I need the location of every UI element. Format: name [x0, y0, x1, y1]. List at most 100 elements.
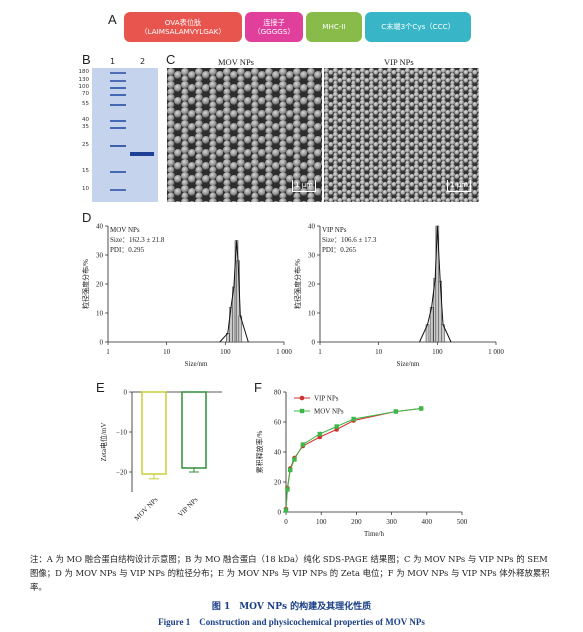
size-annotation: MOV NPs [110, 226, 140, 234]
segment-sublabel: （GGGGS） [253, 27, 295, 36]
panel-label-d: D [82, 210, 92, 225]
x-tick-label: 500 [457, 518, 468, 526]
data-point [300, 442, 306, 447]
construct-segment-ova: OVA表位肽 （LAIMSALAMVYLGAK） [124, 12, 242, 42]
y-tick-label: −20 [116, 469, 127, 477]
data-point [285, 487, 290, 492]
y-axis-label: Zeta电位/mV [99, 423, 108, 462]
x-tick-label: 10 [163, 348, 171, 356]
x-tick-label: 1 [318, 348, 322, 356]
data-point [351, 416, 356, 422]
y-tick-label: 10 [308, 310, 316, 318]
fit-curve [419, 225, 452, 343]
figure-caption-en: Figure 1 Construction and physicochemica… [158, 617, 425, 627]
legend-label: VIP NPs [314, 395, 339, 403]
x-tick-label: 1 000 [488, 348, 504, 356]
release-curve-chart: 0 20 40 60 80 0 100 200 300 400 500 Time/h 累积释放率/% VI… [255, 389, 468, 539]
sds-page-gel [92, 68, 158, 202]
y-tick-label: 20 [308, 281, 316, 289]
data-point [317, 431, 322, 437]
size-annotation: VIP NPs [322, 226, 347, 234]
sem-title-vip: VIP NPs [384, 57, 414, 67]
size-distribution-chart-vip: 0 10 20 30 40 1 10 100 1 000 Size/nm 粒径强度分布/% VIP N… [293, 223, 504, 369]
mw-marker: 100 [78, 84, 90, 90]
y-tick-label: 30 [308, 252, 316, 260]
sem-image-mov: 1 μm [167, 68, 322, 202]
mw-marker: 55 [82, 101, 89, 107]
size-distribution-chart-mov: 0 10 20 30 40 1 10 100 1 000 Size/nm 粒径强度分布/% MOV N… [81, 223, 292, 369]
gel-bands [110, 72, 154, 191]
x-tick-label: 10 [375, 348, 383, 356]
size-annotation: Size：106.6 ± 17.3 [322, 236, 377, 244]
construct-segment-linker: 连接子 （GGGGS） [245, 12, 303, 42]
size-annotation: Size：162.3 ± 21.8 [110, 236, 165, 244]
sem-texture-vip [324, 68, 479, 202]
series-line [285, 408, 422, 510]
data-point [288, 467, 293, 473]
x-tick-label: 1 000 [276, 348, 292, 356]
x-tick-label: 300 [386, 518, 397, 526]
mw-marker: 40 [82, 117, 89, 123]
mw-marker: 180 [78, 69, 90, 75]
segment-label: 连接子 [263, 17, 285, 27]
y-axis-label: 粒径强度分布/% [81, 259, 90, 309]
y-axis-label: 粒径强度分布/% [293, 259, 302, 309]
figure-note: 注：A 为 MO 融合蛋白结构设计示意图；B 为 MO 融合蛋白（18 kDa）… [30, 554, 550, 592]
y-tick-label: 20 [274, 479, 282, 487]
sem-title-mov: MOV NPs [218, 57, 254, 67]
category-label: MOV NPs [133, 496, 160, 523]
x-tick-label: 0 [284, 518, 288, 526]
y-tick-label: −10 [116, 429, 127, 437]
panel-label-c: C [166, 52, 176, 67]
y-tick-label: 30 [96, 252, 104, 260]
x-tick-label: 200 [351, 518, 362, 526]
sem-texture-mov [167, 68, 322, 202]
sem-scale-bar: 1 μm [292, 180, 316, 192]
segment-sublabel: （LAIMSALAMVYLGAK） [140, 27, 226, 36]
x-axis-label: Time/h [364, 530, 384, 538]
y-tick-label: 80 [274, 389, 282, 397]
sem-scale-bar: 1 μm [447, 180, 471, 192]
panel-label-e: E [96, 380, 105, 395]
segment-label: OVA表位肽 [164, 17, 202, 27]
legend-marker [299, 408, 305, 414]
legend-label: MOV NPs [314, 408, 344, 416]
segment-label: MHC-II [322, 22, 346, 32]
y-tick-label: 20 [96, 281, 104, 289]
x-tick-label: 400 [422, 518, 433, 526]
y-tick-label: 0 [100, 339, 104, 347]
data-point [292, 457, 297, 462]
y-tick-label: 0 [278, 509, 282, 517]
size-annotation: PDI：0.265 [322, 246, 357, 254]
x-tick-label: 100 [316, 518, 327, 526]
fit-curve [219, 240, 249, 343]
segment-label: C末端3个Cys（CCC） [381, 22, 455, 32]
sem-image-vip: 1 μm [324, 68, 479, 202]
y-tick-label: 0 [312, 339, 316, 347]
x-tick-label: 100 [220, 348, 231, 356]
gel-lane-label: 1 [110, 57, 116, 66]
data-point [418, 406, 424, 411]
series-line [285, 408, 422, 511]
panel-label-b: B [82, 52, 91, 67]
x-axis-label: Size/nm [397, 360, 420, 368]
mw-marker: 70 [82, 91, 89, 97]
mw-marker: 15 [82, 168, 89, 174]
y-tick-label: 40 [308, 223, 316, 231]
zeta-potential-chart: 0 −10 −20 Zeta电位/mV MOV NPs VIP NPs [99, 389, 222, 523]
x-tick-label: 100 [432, 348, 443, 356]
mw-marker: 10 [82, 186, 89, 192]
construct-segment-mhc: MHC-II [306, 12, 362, 42]
data-point [393, 409, 399, 414]
category-label: VIP NPs [176, 496, 199, 519]
size-annotation: PDI：0.295 [110, 246, 145, 254]
y-axis-label: 累积释放率/% [255, 430, 264, 473]
gel-lane-label: 2 [140, 57, 146, 66]
data-point [334, 424, 339, 429]
x-tick-label: 1 [106, 348, 110, 356]
zeta-bar [141, 391, 167, 475]
y-tick-label: 40 [274, 449, 282, 457]
mw-marker: 130 [78, 77, 90, 83]
mw-marker: 35 [82, 124, 89, 130]
data-point [283, 508, 289, 513]
